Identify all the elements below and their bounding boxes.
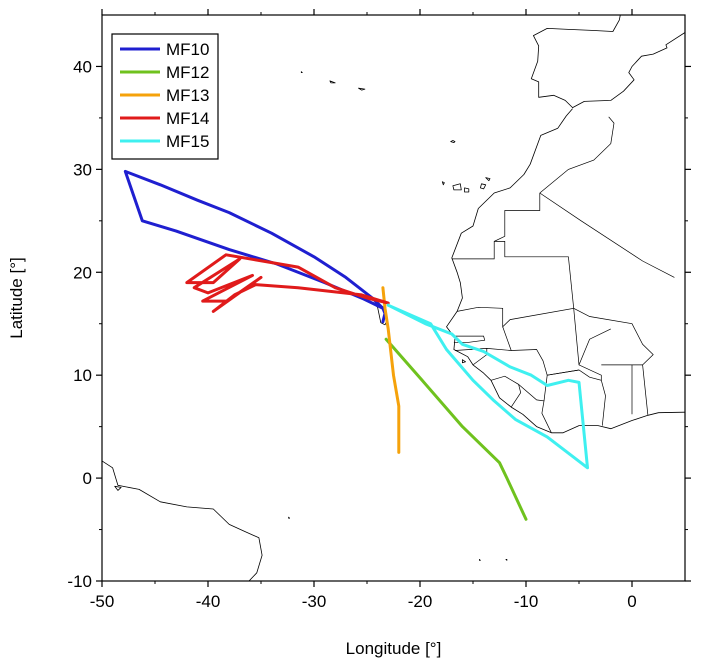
track-mf15 <box>386 303 589 470</box>
x-axis-title: Longitude [°] <box>346 639 442 658</box>
country-border <box>573 307 654 366</box>
island-outline <box>7 427 12 433</box>
island-outline <box>441 181 445 186</box>
island-outline <box>17 353 22 356</box>
country-border <box>543 369 606 426</box>
island-outline <box>114 485 122 491</box>
legend-label-mf12: MF12 <box>166 63 209 82</box>
country-border <box>539 192 675 278</box>
plot-frame <box>101 14 686 582</box>
country-border <box>457 241 575 328</box>
y-tick-label: 10 <box>73 366 92 385</box>
track-mf14 <box>185 253 390 313</box>
country-border <box>578 328 611 366</box>
country-border <box>511 349 548 376</box>
y-tick-label: 40 <box>73 57 92 76</box>
island-outline <box>485 177 491 182</box>
x-tick-label: -20 <box>408 592 433 611</box>
island-outline <box>73 499 77 502</box>
island-outline <box>505 559 508 561</box>
country-border <box>453 335 486 343</box>
island-outline <box>462 359 466 364</box>
legend-label-mf13: MF13 <box>166 86 209 105</box>
country-border <box>539 116 615 194</box>
country-border <box>451 193 541 260</box>
island-outline <box>450 140 456 143</box>
x-tick-label: 0 <box>627 592 636 611</box>
island-outline <box>452 183 462 191</box>
island-outline <box>329 80 336 84</box>
y-tick-label: 20 <box>73 263 92 282</box>
legend-label-mf15: MF15 <box>166 132 209 151</box>
iberia-coastline <box>530 15 685 108</box>
x-tick-label: -40 <box>196 592 221 611</box>
africa-coastline <box>446 108 685 434</box>
track-mf13 <box>381 286 401 454</box>
y-tick-label: 30 <box>73 160 92 179</box>
legend: MF10 MF12 MF13 MF14 MF15 <box>111 33 219 160</box>
x-tick-label: -50 <box>90 592 115 611</box>
country-border <box>573 308 602 381</box>
country-border <box>601 364 633 415</box>
island-outline <box>358 87 366 91</box>
island-outline <box>288 516 290 519</box>
x-tick-label: -10 <box>514 592 539 611</box>
country-border <box>454 326 512 351</box>
island-outline <box>464 187 470 193</box>
legend-label-mf10: MF10 <box>166 40 209 59</box>
y-tick-label: 0 <box>83 469 92 488</box>
country-borders-layer <box>451 116 675 433</box>
x-tick-label: -30 <box>302 592 327 611</box>
y-axis-title: Latitude [°] <box>7 257 26 338</box>
flight-tracks-layer <box>123 169 589 521</box>
track-mf10 <box>123 169 387 324</box>
track-mf12 <box>384 337 528 521</box>
legend-label-mf14: MF14 <box>166 109 209 128</box>
island-outline <box>479 559 481 561</box>
y-tick-label: -10 <box>67 572 92 591</box>
island-outline <box>480 183 487 190</box>
axes-layer: -50 -40 -30 -20 -10 0 -10 0 10 20 30 40 <box>67 9 691 611</box>
south-america-coastline <box>102 460 263 581</box>
country-border <box>547 369 580 376</box>
country-border <box>632 364 649 416</box>
island-outline <box>300 71 303 73</box>
coastline-layer <box>7 15 685 581</box>
